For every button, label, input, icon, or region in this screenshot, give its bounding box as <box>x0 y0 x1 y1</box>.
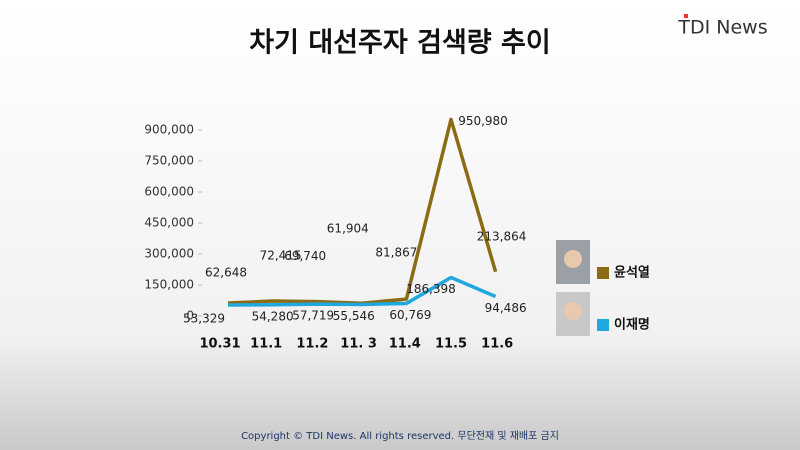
data-label: 69,740 <box>284 249 326 263</box>
x-tick-label: 11.1 <box>250 337 282 352</box>
data-label: 53,329 <box>183 311 225 325</box>
data-label: 72,415 <box>260 249 302 263</box>
y-tick-label: 600,000 <box>144 185 194 199</box>
legend-swatch <box>597 319 609 331</box>
data-label: 55,546 <box>333 309 375 323</box>
y-tick-label: 0 <box>186 309 194 323</box>
logo: TDI News <box>677 17 767 39</box>
data-label: 60,769 <box>389 308 431 322</box>
x-tick-label: 11.5 <box>435 337 467 352</box>
logo-mark <box>684 14 688 18</box>
x-tick-label: 11.2 <box>296 337 328 352</box>
y-tick-label: 300,000 <box>144 247 194 261</box>
series-line <box>227 275 497 307</box>
data-label: 81,867 <box>375 246 417 260</box>
y-tick-label: 750,000 <box>144 154 194 168</box>
x-tick-label: 11. 3 <box>340 337 377 352</box>
y-tick-label: 900,000 <box>144 123 194 137</box>
y-tick-label: 450,000 <box>144 216 194 230</box>
data-label: 61,904 <box>327 222 369 236</box>
legend-label: 이재명 <box>614 317 650 333</box>
x-tick-label: 10.31 <box>199 337 240 352</box>
x-tick-label: 11.6 <box>481 337 513 352</box>
footer: Copyright © TDI News. All rights reserve… <box>241 430 559 442</box>
chart-title: 차기 대선주자 검색량 추이 <box>249 28 550 59</box>
data-label: 57,719 <box>292 309 334 323</box>
data-label: 186,398 <box>406 282 456 296</box>
data-label: 62,648 <box>205 266 247 280</box>
x-tick-label: 11.4 <box>389 337 421 352</box>
legend-swatch <box>597 267 609 279</box>
legend-photo-face <box>564 302 582 320</box>
data-label: 950,980 <box>458 114 508 128</box>
y-tick-label: 150,000 <box>144 278 194 292</box>
legend-label: 윤석열 <box>614 265 650 281</box>
data-label: 94,486 <box>485 301 527 315</box>
data-label: 213,864 <box>477 229 527 243</box>
data-label: 54,280 <box>252 309 294 323</box>
legend-photo-face <box>564 250 582 268</box>
